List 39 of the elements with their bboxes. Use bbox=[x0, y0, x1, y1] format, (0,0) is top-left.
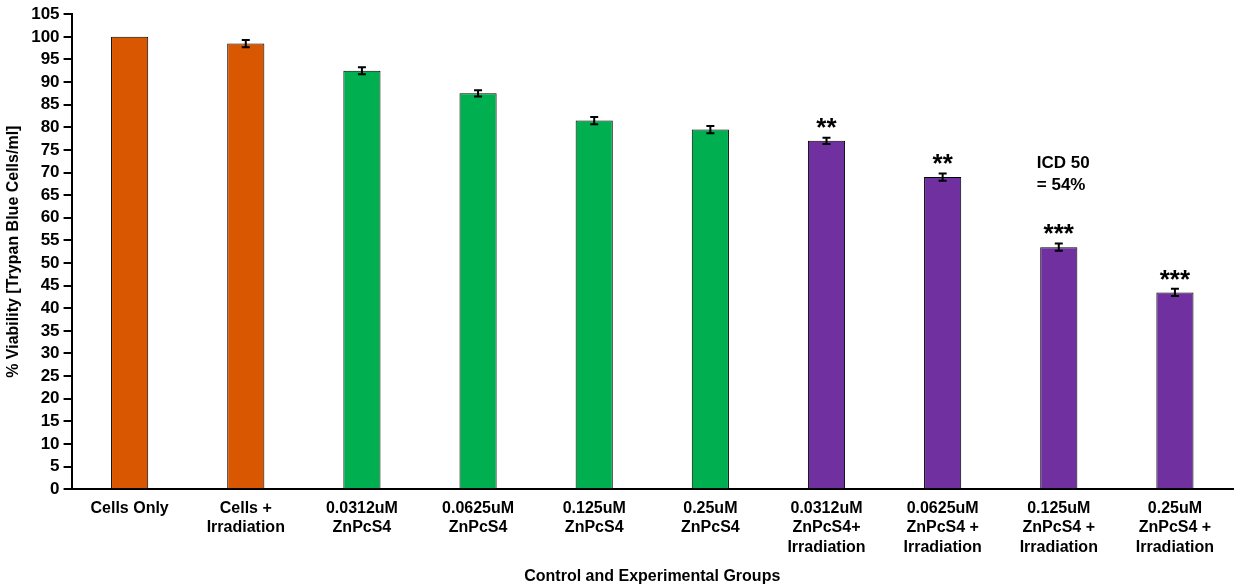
x-tick-label: Cells + Irradiation bbox=[206, 499, 285, 536]
x-tick-label: 0.125uM ZnPcS4 + Irradiation bbox=[1019, 499, 1098, 555]
x-tick-label: 0.0312uM ZnPcS4 bbox=[325, 499, 398, 536]
annotation: ICD 50 = 54% bbox=[1036, 152, 1090, 194]
x-tick-label: Cells Only bbox=[90, 499, 169, 517]
y-tick-label: 10 bbox=[40, 433, 60, 453]
annotation: ** bbox=[816, 112, 838, 143]
y-tick-label: 80 bbox=[40, 116, 60, 136]
y-tick-label: 5 bbox=[50, 456, 60, 476]
y-tick-label: 0 bbox=[50, 478, 60, 498]
y-tick-label: 40 bbox=[40, 297, 60, 317]
y-tick-label: 100 bbox=[31, 26, 60, 46]
y-tick-label: 95 bbox=[40, 49, 60, 69]
x-tick-label: 0.0625uM ZnPcS4 bbox=[442, 499, 515, 536]
x-tick-label: 0.25uM ZnPcS4 bbox=[681, 499, 740, 536]
y-tick-label: 15 bbox=[40, 411, 60, 431]
x-axis-title: Control and Experimental Groups bbox=[524, 566, 781, 584]
y-axis-title: % Viability [Trypan Blue Cells/ml] bbox=[4, 125, 22, 378]
y-tick-label: 30 bbox=[40, 343, 60, 363]
annotation: *** bbox=[1043, 218, 1075, 249]
y-tick-label: 20 bbox=[40, 388, 60, 408]
annotation: *** bbox=[1159, 263, 1191, 294]
y-tick-label: 85 bbox=[40, 94, 60, 114]
y-tick-label: 50 bbox=[40, 252, 60, 272]
y-tick-label: 70 bbox=[40, 162, 60, 182]
annotation: ** bbox=[932, 148, 954, 179]
x-tick-label: 0.25uM ZnPcS4 + Irradiation bbox=[1135, 499, 1215, 555]
y-tick-label: 55 bbox=[40, 230, 60, 250]
x-tick-label: 0.0312uM ZnPcS4+ Irradiation bbox=[787, 499, 866, 555]
x-tick-label: 0.0625uM ZnPcS4 + Irradiation bbox=[903, 499, 982, 555]
y-tick-label: 65 bbox=[40, 184, 60, 204]
y-tick-label: 90 bbox=[40, 71, 60, 91]
y-tick-label: 60 bbox=[40, 207, 60, 227]
y-tick-label: 25 bbox=[40, 365, 60, 385]
y-tick-label: 75 bbox=[40, 139, 60, 159]
y-tick-label: 105 bbox=[31, 3, 60, 23]
x-tick-label: 0.125uM ZnPcS4 bbox=[562, 499, 626, 536]
y-tick-label: 45 bbox=[40, 275, 60, 295]
y-tick-label: 35 bbox=[40, 320, 60, 340]
